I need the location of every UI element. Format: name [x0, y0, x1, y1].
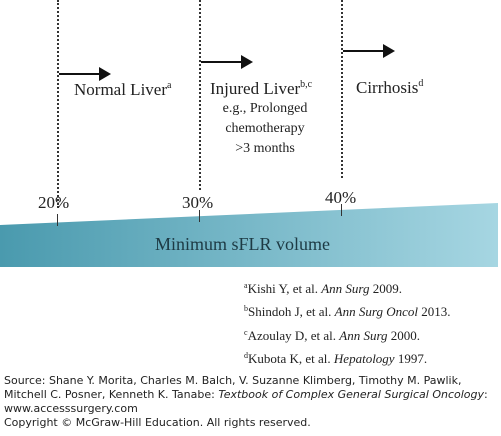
arrow-right-icon — [343, 44, 395, 58]
bar-label: Minimum sFLR volume — [155, 234, 331, 254]
tick-20-percent — [57, 214, 58, 226]
arrow-right-icon — [59, 67, 111, 81]
source-authors: Source: Shane Y. Morita, Charles M. Balc… — [4, 374, 462, 401]
tick-30-percent — [199, 210, 200, 222]
reference-c: cAzoulay D, et al. Ann Surg 2000. — [244, 328, 420, 344]
zone-label-injured-liver: Injured Liverb,c — [210, 79, 312, 99]
zone-reference-mark: d — [418, 78, 424, 89]
reference-b: bShindoh J, et al. Ann Surg Oncol 2013. — [244, 304, 450, 320]
arrow-right-icon — [201, 55, 253, 69]
reference-mark: d — [244, 351, 248, 360]
website-link[interactable]: www.accesssurgery.com — [4, 402, 138, 415]
source-footer: Source: Shane Y. Morita, Charles M. Balc… — [4, 374, 498, 430]
reference-year: 1997. — [394, 351, 428, 366]
reference-journal: Ann Surg — [321, 281, 370, 296]
zone-name: Normal Liver — [74, 80, 167, 99]
sflr-volume-wedge — [0, 203, 498, 267]
divider-40-percent — [341, 0, 343, 178]
source-suffix: : — [484, 388, 488, 401]
reference-year: 2009. — [369, 281, 403, 296]
zone-label-cirrhosis: Cirrhosisd — [356, 78, 423, 98]
threshold-label-20: 20% — [38, 193, 70, 212]
zone-label-normal-liver: Normal Livera — [74, 80, 171, 100]
reference-mark: b — [244, 304, 248, 313]
reference-journal: Ann Surg Oncol — [334, 304, 418, 319]
injured-liver-detail: e.g., Prolonged chemotherapy >3 months — [200, 99, 330, 159]
zone-name: Injured Liver — [210, 79, 301, 98]
reference-d: dKubota K, et al. Hepatology 1997. — [244, 351, 427, 367]
zone-reference-mark: b,c — [300, 79, 313, 90]
source-citation: Source: Shane Y. Morita, Charles M. Balc… — [4, 374, 498, 402]
reference-mark: a — [244, 281, 248, 290]
reference-authors: Azoulay D, et al. — [247, 328, 340, 343]
reference-authors: Kishi Y, et al. — [247, 281, 322, 296]
reference-journal: Ann Surg — [339, 328, 388, 343]
divider-20-percent — [57, 0, 59, 208]
reference-mark: c — [244, 328, 248, 337]
reference-a: aKishi Y, et al. Ann Surg 2009. — [244, 281, 402, 297]
reference-year: 2013. — [417, 304, 451, 319]
detail-line: >3 months — [235, 141, 295, 156]
zone-name: Cirrhosis — [356, 78, 419, 97]
reference-journal: Hepatology — [333, 351, 395, 366]
divider-30-percent — [199, 0, 201, 190]
threshold-label-30: 30% — [182, 193, 214, 212]
reference-authors: Shindoh J, et al. — [248, 304, 335, 319]
reference-authors: Kubota K, et al. — [248, 351, 334, 366]
book-title: Textbook of Complex General Surgical Onc… — [218, 388, 485, 401]
reference-year: 2000. — [387, 328, 421, 343]
detail-line: chemotherapy — [225, 121, 305, 136]
detail-line: e.g., Prolonged — [222, 101, 308, 116]
threshold-label-40: 40% — [325, 188, 357, 207]
zone-reference-mark: a — [167, 80, 172, 91]
sflr-volume-bar — [0, 203, 498, 267]
copyright-notice: Copyright © McGraw-Hill Education. All r… — [4, 416, 311, 429]
tick-40-percent — [341, 204, 342, 216]
